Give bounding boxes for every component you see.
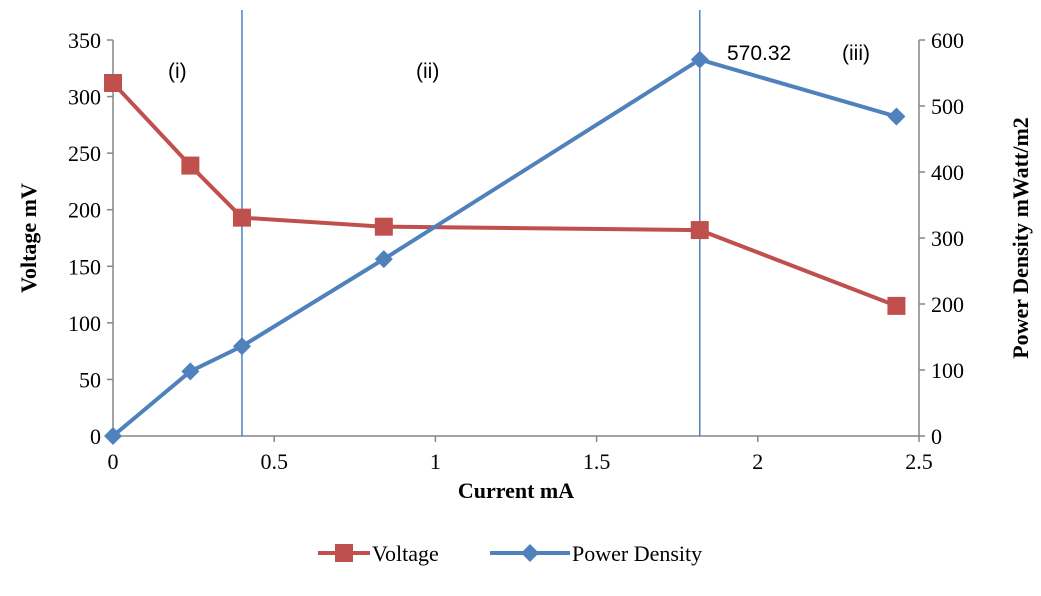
y-right-tick-label: 200 (931, 292, 964, 317)
voltage-series-line (111, 81, 898, 308)
y-right-tick-label: 500 (931, 94, 964, 119)
y-left-tick-label: 200 (68, 198, 101, 223)
legend-voltage-label: Voltage (372, 541, 439, 566)
voltage-point (374, 217, 393, 236)
ticks-layer: 0 0.5 1 1.5 2 2.50501001502002503003500100200… (68, 28, 964, 474)
power-density-point (374, 250, 393, 269)
y-left-tick-label: 100 (68, 311, 101, 336)
power-density-series-line (111, 57, 897, 438)
y-left-tick-label: 150 (68, 254, 101, 279)
plot-area (112, 40, 920, 437)
annotation-region-iii: (iii) (842, 42, 870, 65)
power-density-point (181, 362, 200, 381)
power-density-point (690, 50, 709, 69)
voltage-point (104, 73, 122, 92)
annotation-region-i: (i) (168, 60, 187, 83)
x-tick-label: 1 (430, 449, 441, 474)
y-axis-right-title: Power Density mWatt/m2 (1008, 117, 1033, 359)
power-density-point (104, 427, 122, 445)
voltage-point (181, 156, 200, 175)
y-right-tick-label: 400 (931, 160, 964, 185)
x-tick-label: 1.5 (583, 449, 611, 474)
voltage-point (690, 221, 709, 240)
legend-voltage-marker (335, 544, 353, 562)
x-axis-title: Current mA (458, 478, 574, 503)
x-tick-label: 2.5 (905, 449, 933, 474)
x-tick-label: 0.5 (260, 449, 288, 474)
voltage-point (887, 296, 906, 315)
y-right-tick-label: 0 (931, 424, 942, 449)
y-left-tick-label: 300 (68, 85, 101, 110)
voltage-point (232, 208, 251, 227)
power-density-point (887, 107, 906, 126)
legend: Voltage Power Density (318, 541, 702, 566)
y-left-tick-label: 0 (90, 424, 101, 449)
x-tick-label: 0 (108, 449, 119, 474)
y-right-tick-label: 300 (931, 226, 964, 251)
y-left-tick-label: 50 (79, 367, 101, 392)
y-right-tick-label: 100 (931, 358, 964, 383)
y-axis-left-title: Voltage mV (16, 183, 41, 293)
series-layer (104, 50, 906, 445)
y-left-tick-label: 250 (68, 141, 101, 166)
y-left-tick-label: 350 (68, 28, 101, 53)
annotation-region-ii: (ii) (416, 60, 439, 83)
power-density-point (232, 337, 251, 356)
x-tick-label: 2 (752, 449, 763, 474)
legend-power-label: Power Density (572, 541, 702, 566)
y-right-tick-label: 600 (931, 28, 964, 53)
legend-power-marker (521, 544, 539, 562)
annotation-peak-value: 570.32 (727, 42, 791, 65)
